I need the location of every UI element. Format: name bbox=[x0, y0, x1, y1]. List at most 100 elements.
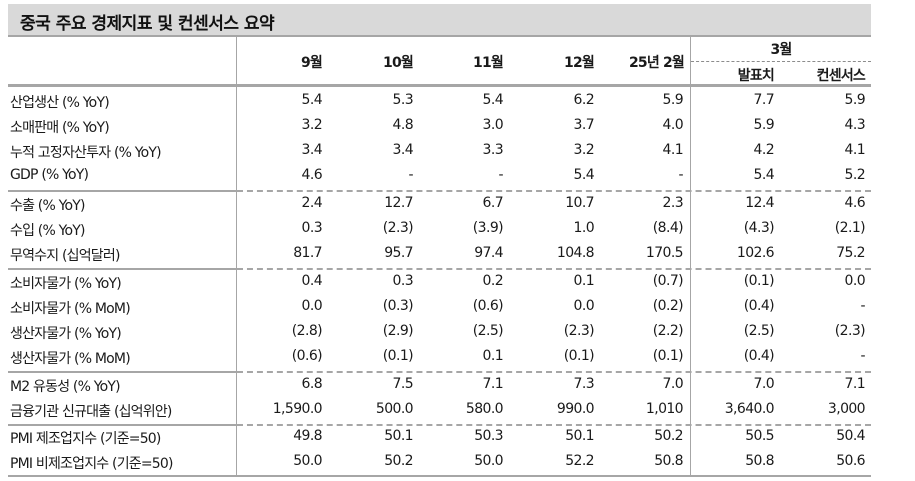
cell: 95.7 bbox=[384, 245, 413, 261]
cell: 3.4 bbox=[392, 142, 414, 158]
cell: 50.3 bbox=[474, 428, 503, 444]
cell: 50.2 bbox=[654, 428, 683, 444]
cell: 5.2 bbox=[844, 167, 866, 183]
label-column-divider bbox=[236, 37, 237, 475]
cell: 3,000 bbox=[827, 401, 866, 417]
cell: (4.3) bbox=[743, 220, 775, 236]
cell: 7.0 bbox=[662, 376, 684, 392]
cell: 3.2 bbox=[301, 117, 323, 133]
table-row: 무역수지 (십억달러) 81.7 95.7 97.4 104.8 170.5 1… bbox=[8, 242, 871, 267]
cell: 97.4 bbox=[474, 245, 503, 261]
cell: 170.5 bbox=[645, 245, 684, 261]
cell: (2.5) bbox=[743, 323, 775, 339]
cell: (0.6) bbox=[291, 348, 323, 364]
cell: 3.0 bbox=[482, 117, 504, 133]
cell: 0.2 bbox=[482, 273, 504, 289]
cell: (2.8) bbox=[291, 323, 323, 339]
cell: (0.3) bbox=[382, 298, 414, 314]
column-header-consensus: 컨센서스 bbox=[816, 68, 866, 84]
cell: 5.3 bbox=[392, 92, 414, 108]
cell: (0.1) bbox=[382, 348, 414, 364]
cell: 0.3 bbox=[392, 273, 414, 289]
row-label: 소매판매 (% YoY) bbox=[10, 120, 110, 136]
cell: 50.6 bbox=[836, 453, 865, 469]
row-label: 소비자물가 (% MoM) bbox=[10, 301, 131, 317]
cell: 500.0 bbox=[375, 401, 414, 417]
cell: 50.1 bbox=[565, 428, 594, 444]
cell: 0.4 bbox=[301, 273, 323, 289]
cell: 1,010 bbox=[645, 401, 684, 417]
cell: (3.9) bbox=[472, 220, 504, 236]
cell: 5.9 bbox=[753, 117, 775, 133]
row-label: 무역수지 (십억달러) bbox=[10, 248, 120, 264]
table-row: 생산자물가 (% MoM) (0.6) (0.1) 0.1 (0.1) (0.1… bbox=[8, 345, 871, 370]
table-row: 누적 고정자산투자 (% YoY) 3.4 3.4 3.3 3.2 4.1 4.… bbox=[8, 139, 871, 164]
cell: (0.6) bbox=[472, 298, 504, 314]
cell: (0.7) bbox=[652, 273, 684, 289]
cell: (0.4) bbox=[743, 298, 775, 314]
cell: 50.1 bbox=[384, 428, 413, 444]
cell: 50.4 bbox=[836, 428, 865, 444]
cell: 6.7 bbox=[482, 195, 504, 211]
cell: 3,640.0 bbox=[724, 401, 775, 417]
cell: 12.4 bbox=[745, 195, 774, 211]
table-row: 금융기관 신규대출 (십억위안) 1,590.0 500.0 580.0 990… bbox=[8, 398, 871, 423]
row-label: 소비자물가 (% YoY) bbox=[10, 276, 122, 292]
cell: - bbox=[678, 167, 684, 183]
row-label: PMI 제조업지수 (기준=50) bbox=[10, 431, 161, 447]
march-column-divider bbox=[690, 37, 691, 475]
cell: 580.0 bbox=[465, 401, 504, 417]
column-header-dec: 12월 bbox=[564, 55, 595, 71]
cell: 2.3 bbox=[662, 195, 684, 211]
cell: 4.6 bbox=[844, 195, 866, 211]
table-row: PMI 제조업지수 (기준=50) 49.8 50.1 50.3 50.1 50… bbox=[8, 425, 871, 450]
cell: 104.8 bbox=[556, 245, 595, 261]
table-row: 생산자물가 (% YoY) (2.8) (2.9) (2.5) (2.3) (2… bbox=[8, 320, 871, 345]
group-divider bbox=[691, 61, 871, 62]
cell: 7.3 bbox=[573, 376, 595, 392]
cell: 5.4 bbox=[301, 92, 323, 108]
cell: (2.9) bbox=[382, 323, 414, 339]
cell: (2.3) bbox=[563, 323, 595, 339]
cell: 3.7 bbox=[573, 117, 595, 133]
cell: 4.0 bbox=[662, 117, 684, 133]
cell: 102.6 bbox=[736, 245, 775, 261]
cell: 50.0 bbox=[293, 453, 322, 469]
column-group-march: 3월 bbox=[770, 42, 792, 58]
cell: 0.0 bbox=[844, 273, 866, 289]
cell: (2.3) bbox=[382, 220, 414, 236]
table-title: 중국 주요 경제지표 및 컨센서스 요약 bbox=[20, 14, 275, 34]
cell: (2.1) bbox=[834, 220, 866, 236]
row-label: PMI 비제조업지수 (기준=50) bbox=[10, 456, 173, 472]
cell: - bbox=[860, 298, 866, 314]
table-bottom-rule bbox=[8, 475, 871, 477]
cell: 0.0 bbox=[573, 298, 595, 314]
table-row: 소비자물가 (% MoM) 0.0 (0.3) (0.6) 0.0 (0.2) … bbox=[8, 295, 871, 320]
cell: 3.4 bbox=[301, 142, 323, 158]
cell: (0.1) bbox=[563, 348, 595, 364]
cell: 50.8 bbox=[745, 453, 774, 469]
cell: 990.0 bbox=[556, 401, 595, 417]
cell: 6.8 bbox=[301, 376, 323, 392]
cell: (8.4) bbox=[652, 220, 684, 236]
cell: 6.2 bbox=[573, 92, 595, 108]
column-header-oct: 10월 bbox=[383, 55, 414, 71]
cell: 50.2 bbox=[384, 453, 413, 469]
table-row: M2 유동성 (% YoY) 6.8 7.5 7.1 7.3 7.0 7.0 7… bbox=[8, 373, 871, 398]
cell: 4.1 bbox=[844, 142, 866, 158]
row-label: GDP (% YoY) bbox=[10, 167, 89, 183]
cell: (2.2) bbox=[652, 323, 684, 339]
cell: 5.4 bbox=[573, 167, 595, 183]
column-header-nov: 11월 bbox=[473, 55, 504, 71]
row-label: 산업생산 (% YoY) bbox=[10, 95, 110, 111]
cell: 7.7 bbox=[753, 92, 775, 108]
cell: (0.1) bbox=[652, 348, 684, 364]
cell: 12.7 bbox=[384, 195, 413, 211]
cell: (0.4) bbox=[743, 348, 775, 364]
column-header-sep: 9월 bbox=[300, 55, 323, 71]
cell: 50.8 bbox=[654, 453, 683, 469]
cell: 0.1 bbox=[573, 273, 595, 289]
table-row: PMI 비제조업지수 (기준=50) 50.0 50.2 50.0 52.2 5… bbox=[8, 450, 871, 475]
cell: 10.7 bbox=[565, 195, 594, 211]
table-row: GDP (% YoY) 4.6 - - 5.4 - 5.4 5.2 bbox=[8, 164, 871, 189]
